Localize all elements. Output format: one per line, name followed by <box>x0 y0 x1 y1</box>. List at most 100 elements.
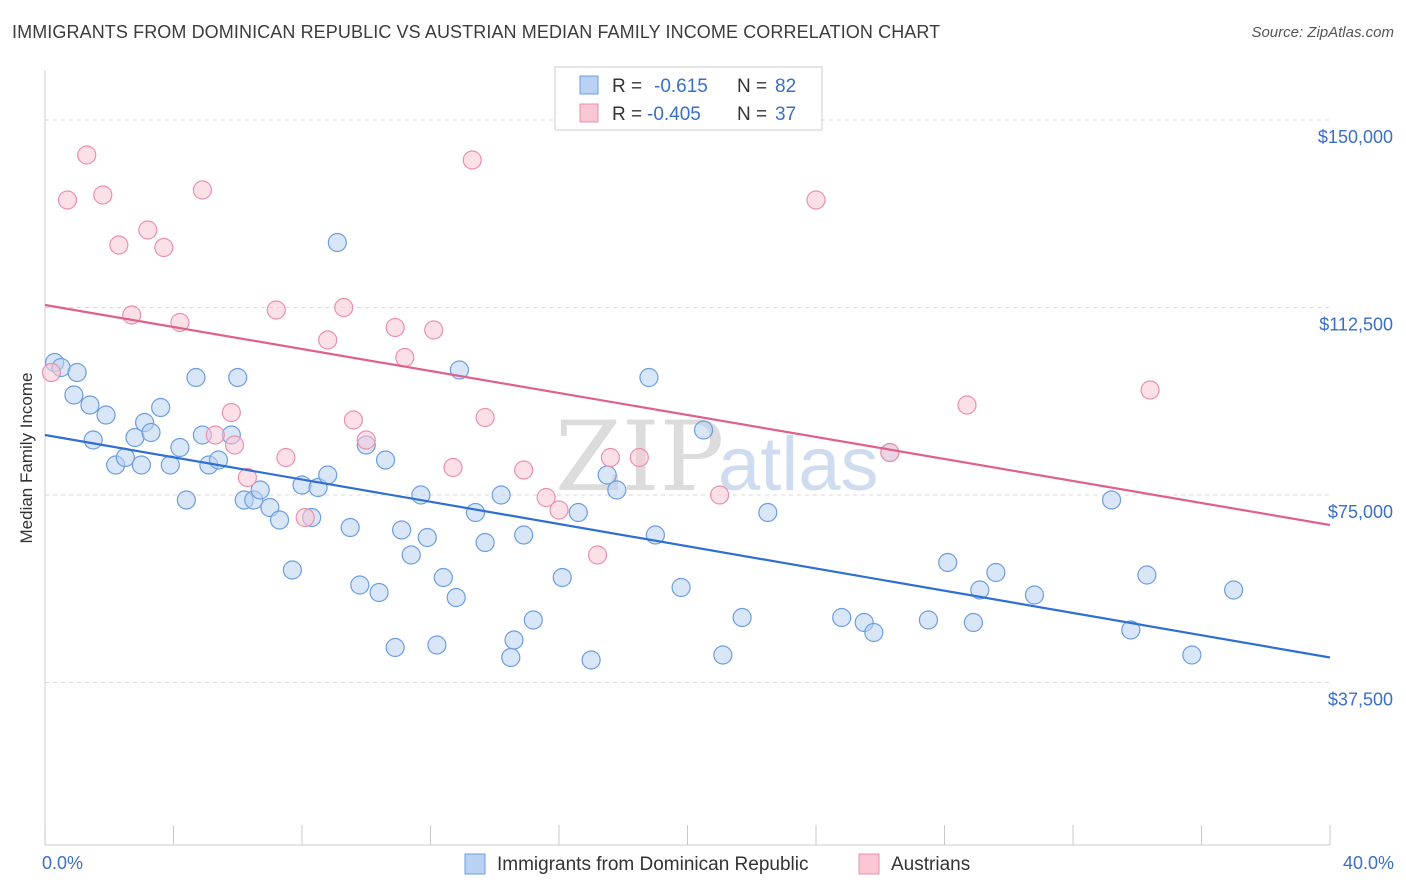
pink-point-16 <box>295 507 315 528</box>
legend-swatch-pink <box>579 103 599 123</box>
watermark-atlas: atlas <box>718 422 879 507</box>
blue-point-51 <box>501 647 521 668</box>
bottom-legend-swatch-blue <box>464 853 486 875</box>
pink-point-4 <box>109 235 129 255</box>
pink-point-15 <box>276 447 296 468</box>
blue-trend-line <box>44 433 1331 659</box>
pink-point-14 <box>266 300 286 320</box>
pink-point-31 <box>600 447 621 468</box>
pink-point-1 <box>57 190 78 210</box>
pink-point-22 <box>395 347 415 368</box>
blue-point-67 <box>832 607 852 628</box>
pink-point-34 <box>806 190 826 210</box>
blue-point-22 <box>228 367 248 388</box>
pink-point-17 <box>318 330 338 350</box>
blue-point-53 <box>514 525 534 545</box>
pink-point-0 <box>41 362 62 383</box>
blue-point-54 <box>523 610 543 630</box>
blue-point-28 <box>282 560 302 580</box>
blue-point-79 <box>1137 565 1157 585</box>
blue-point-4 <box>80 395 100 415</box>
pink-point-26 <box>475 407 495 428</box>
blue-point-45 <box>433 567 453 588</box>
trend-lines <box>44 303 1331 659</box>
blue-point-78 <box>1121 620 1141 640</box>
blue-point-48 <box>465 502 486 523</box>
blue-point-62 <box>671 577 691 598</box>
series-pink-points <box>41 145 1160 565</box>
blue-point-5 <box>83 430 103 450</box>
blue-point-3 <box>67 362 87 383</box>
blue-point-33 <box>327 232 347 253</box>
blue-point-43 <box>417 527 437 548</box>
pink-point-19 <box>343 410 363 430</box>
blue-point-16 <box>176 490 196 510</box>
blue-point-71 <box>918 610 939 630</box>
blue-point-69 <box>864 622 884 643</box>
bottom-legend: Immigrants from Dominican Republic Austr… <box>464 853 970 875</box>
legend-r-value-1: -0.405 <box>647 104 701 125</box>
blue-point-59 <box>607 480 627 500</box>
series-blue-points <box>45 232 1244 670</box>
pink-point-7 <box>154 237 174 258</box>
pink-point-10 <box>205 425 225 445</box>
bottom-legend-label-pink: Austrians <box>891 854 970 875</box>
blue-point-57 <box>581 650 601 670</box>
pink-point-11 <box>221 402 241 423</box>
pink-point-9 <box>192 180 213 200</box>
legend-r-label-0: R = <box>612 76 642 97</box>
blue-point-55 <box>552 567 572 588</box>
blue-point-17 <box>186 367 206 388</box>
blue-point-40 <box>391 520 412 540</box>
legend-box: R = -0.615 N = 82 R = -0.405 N = 37 <box>554 66 823 131</box>
blue-point-25 <box>250 480 270 500</box>
blue-point-60 <box>639 367 659 388</box>
chart-title: IMMIGRANTS FROM DOMINICAN REPUBLIC VS AU… <box>12 22 941 42</box>
pink-point-13 <box>237 467 257 488</box>
blue-point-8 <box>115 447 135 468</box>
legend-r-value-0: -0.615 <box>654 76 708 97</box>
blue-point-81 <box>1224 580 1244 600</box>
blue-point-52 <box>504 630 524 650</box>
legend-r-label-1: R = <box>612 104 642 125</box>
blue-point-37 <box>369 582 389 603</box>
legend-n-value-0: 82 <box>775 76 796 97</box>
blue-point-38 <box>375 450 396 470</box>
blue-point-80 <box>1182 645 1202 665</box>
axes <box>44 70 1331 846</box>
legend-n-label-0: N = <box>737 76 767 97</box>
blue-point-49 <box>475 532 495 553</box>
pink-point-29 <box>549 500 569 520</box>
blue-point-6 <box>96 405 116 425</box>
blue-point-32 <box>318 465 338 485</box>
blue-point-13 <box>151 397 171 418</box>
pink-point-25 <box>462 150 482 170</box>
source-label: Source: ZipAtlas.com <box>1251 24 1394 41</box>
y-tick-label-1: $75,000 <box>1328 502 1393 522</box>
pink-point-33 <box>710 485 730 505</box>
y-tick-label-2: $112,500 <box>1319 315 1393 335</box>
y-tick-label-3: $150,000 <box>1318 127 1393 147</box>
bottom-legend-label-blue: Immigrants from Dominican Republic <box>497 854 809 875</box>
pink-point-30 <box>587 545 608 565</box>
pink-point-6 <box>138 220 158 240</box>
blue-point-15 <box>170 437 190 458</box>
pink-point-12 <box>224 435 245 455</box>
blue-point-12 <box>141 422 161 443</box>
pink-point-36 <box>957 395 977 415</box>
bottom-legend-swatch-pink <box>858 853 880 875</box>
pink-point-23 <box>424 320 444 340</box>
legend-n-value-1: 37 <box>775 104 796 125</box>
blue-point-46 <box>446 587 466 608</box>
pink-point-20 <box>356 430 376 450</box>
pink-point-35 <box>880 442 900 463</box>
pink-point-28 <box>536 487 556 508</box>
blue-point-2 <box>64 385 84 405</box>
blue-point-35 <box>350 575 370 595</box>
pink-point-32 <box>629 447 649 468</box>
blue-point-73 <box>963 612 984 633</box>
x-tick-labels: 0.0% 40.0% <box>42 853 1394 873</box>
blue-point-74 <box>970 580 990 600</box>
blue-point-65 <box>732 607 752 628</box>
